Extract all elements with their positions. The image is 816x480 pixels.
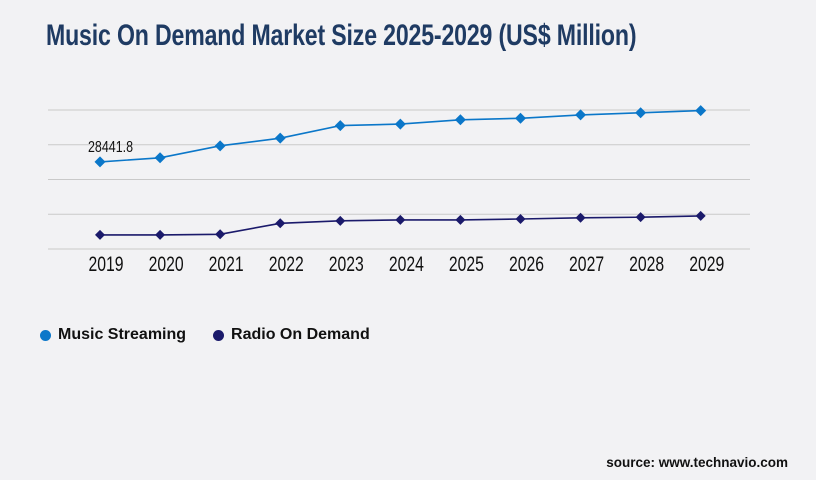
data-point-diamond[interactable] xyxy=(515,213,526,224)
series-marker-icon xyxy=(213,329,225,341)
data-point-diamond[interactable] xyxy=(274,132,286,144)
data-point-diamond[interactable] xyxy=(695,210,706,221)
data-point-diamond[interactable] xyxy=(514,112,526,124)
data-point-diamond[interactable] xyxy=(214,140,226,152)
x-axis-tick-label: 2022 xyxy=(269,252,304,276)
x-axis-tick-label: 2028 xyxy=(629,252,664,276)
data-point-diamond[interactable] xyxy=(635,107,647,119)
data-point-diamond[interactable] xyxy=(394,118,406,130)
data-point-diamond[interactable] xyxy=(95,229,105,240)
legend-label-music-streaming: Music Streaming xyxy=(58,326,187,343)
x-axis-tick-label: 2029 xyxy=(689,252,724,276)
data-point-diamond[interactable] xyxy=(395,214,406,225)
x-axis-tick-label: 2020 xyxy=(149,252,184,276)
x-axis-tick-label: 2024 xyxy=(389,252,424,276)
chart-legend: Music Streaming Radio On Demand xyxy=(40,326,370,344)
data-point-diamond[interactable] xyxy=(215,229,226,240)
series-line xyxy=(99,109,701,163)
x-axis-tick-label: 2026 xyxy=(509,252,544,276)
data-point-diamond[interactable] xyxy=(575,109,587,121)
data-point-label: 28441.8 xyxy=(88,139,133,157)
x-axis-tick-label: 2027 xyxy=(569,252,604,276)
x-axis-tick-label: 2023 xyxy=(329,252,364,276)
data-point-diamond[interactable] xyxy=(455,214,466,225)
data-point-diamond[interactable] xyxy=(575,212,586,223)
data-point-diamond[interactable] xyxy=(334,120,346,132)
data-point-diamond[interactable] xyxy=(335,215,346,226)
data-point-diamond[interactable] xyxy=(635,212,646,223)
data-point-diamond[interactable] xyxy=(155,229,166,240)
legend-item-radio-on-demand[interactable]: Radio On Demand xyxy=(213,326,370,344)
legend-label-radio-on-demand: Radio On Demand xyxy=(231,326,370,343)
legend-item-music-streaming[interactable]: Music Streaming xyxy=(40,326,186,344)
data-point-diamond[interactable] xyxy=(695,105,707,117)
data-point-diamond[interactable] xyxy=(94,156,106,168)
x-axis-tick-label: 2021 xyxy=(209,252,244,276)
data-point-diamond[interactable] xyxy=(275,218,286,229)
x-axis-tick-label: 2019 xyxy=(88,252,123,276)
data-point-diamond[interactable] xyxy=(454,114,466,126)
chart-title: Music On Demand Market Size 2025-2029 (U… xyxy=(46,19,637,52)
data-point-diamond[interactable] xyxy=(154,152,166,164)
x-axis-tick-label: 2025 xyxy=(449,252,484,276)
line-chart: 2019 2020 2021 2022 2023 2024 2025 2026 2027 2028… xyxy=(48,105,750,276)
source-attribution: source: www.technavio.com xyxy=(606,455,788,470)
series-marker-icon xyxy=(40,329,51,341)
